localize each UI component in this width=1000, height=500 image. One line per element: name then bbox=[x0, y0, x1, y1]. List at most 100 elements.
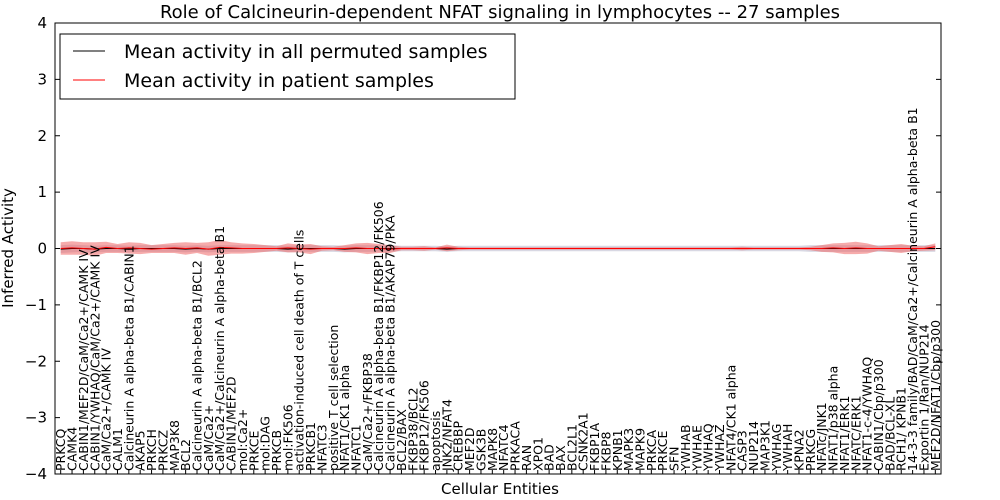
entity-label: NFAT1/p38 alpha bbox=[826, 366, 841, 471]
legend-box bbox=[59, 33, 516, 100]
y-tick-label: −4 bbox=[25, 465, 47, 483]
entity-label: PRKCH bbox=[144, 429, 159, 471]
entity-label: 14-3-3 family/BAD/CaM/Ca2+/Calcineurin A… bbox=[905, 107, 920, 471]
entity-label: activation-induced cell death of T cells bbox=[292, 230, 307, 471]
x-axis-label: Cellular Entities bbox=[441, 480, 559, 498]
entity-label: PRKCB1 bbox=[303, 422, 318, 471]
entity-label: BCL2/BAX bbox=[394, 409, 409, 471]
entity-label: PRKCA bbox=[644, 430, 659, 471]
entity-label: FKBP12/FK506 bbox=[417, 380, 432, 471]
entity-label: positive T cell selection bbox=[326, 325, 341, 471]
entity-label: BAD bbox=[542, 444, 557, 471]
entity-label: NFAT1-c-4/YWHAQ bbox=[860, 357, 875, 471]
line-layer bbox=[60, 246, 936, 250]
entity-label: NUP214 bbox=[746, 421, 761, 471]
legend-label-permuted: Mean activity in all permuted samples bbox=[124, 41, 487, 63]
entity-label: PRKCG bbox=[803, 429, 818, 471]
y-tick-label: −2 bbox=[25, 352, 47, 370]
entity-label: FKBP38/BCL2 bbox=[405, 387, 420, 471]
entity-label: YWHAZ bbox=[712, 424, 727, 472]
entity-label: PRKCZ bbox=[155, 430, 170, 471]
y-tick-label: 0 bbox=[37, 240, 47, 258]
entity-label: NFAT4/CK1 alpha bbox=[723, 365, 738, 471]
entity-label: NFATC4 bbox=[496, 424, 511, 471]
entity-label: NFATC3 bbox=[314, 424, 329, 471]
entity-label: CALM1 bbox=[110, 428, 125, 471]
entity-label: YWHAQ bbox=[701, 423, 716, 472]
entity-label: KPNA2 bbox=[792, 429, 807, 471]
entity-label: CASP3 bbox=[735, 430, 750, 471]
entity-label: FKBP1A bbox=[587, 423, 602, 471]
y-tick-label: 2 bbox=[37, 127, 47, 145]
entity-label: BCL2 bbox=[178, 439, 193, 471]
entity-label: PRKCQ bbox=[53, 429, 68, 471]
entity-label: CAMK4 bbox=[65, 427, 80, 471]
entity-label: NFAT1/ERK1 bbox=[837, 395, 852, 471]
entity-label: CaM/Ca2+/FKBP38 bbox=[360, 353, 375, 471]
y-axis-label: Inferred Activity bbox=[0, 188, 17, 308]
y-tick-label: 3 bbox=[37, 70, 47, 88]
entity-label: CaM/Ca2+ bbox=[201, 405, 216, 471]
entity-label: Calcineurin A alpha-beta B1/CABIN1 bbox=[121, 245, 136, 471]
entity-label: PRKCE bbox=[655, 431, 670, 471]
entity-label: CABIN1/MEF2D bbox=[224, 376, 239, 471]
entity-label: BAX bbox=[553, 445, 568, 471]
entity-label: Calcineurin A alpha-beta B1/AKAP79/PKA bbox=[383, 215, 398, 471]
entity-label: MEF2D/NFAT1/Cbp/p300 bbox=[928, 320, 943, 471]
entity-label: CREBBP bbox=[451, 421, 466, 471]
entity-label: CaM/Ca2+/CAMK IV bbox=[99, 348, 114, 471]
entity-label: mol:Ca2+ bbox=[235, 409, 250, 471]
entity-label: CABIN1/Cbp/p300 bbox=[871, 359, 886, 471]
y-tick-label: 1 bbox=[37, 183, 47, 201]
entity-label: apoptosis bbox=[428, 411, 443, 471]
entity-label: NFATC/ERK1 bbox=[848, 395, 863, 471]
entity-label: YWHAG bbox=[769, 424, 784, 472]
entity-label: BAD/BCL-XL bbox=[882, 397, 897, 471]
entity-label: MAPK9 bbox=[633, 428, 648, 471]
entity-label: Calcineurin A alpha-beta B1/BCL2 bbox=[190, 260, 205, 471]
entity-label: CSNK2A1 bbox=[576, 412, 591, 471]
entity-label: PRKCB bbox=[269, 430, 284, 471]
entity-label: CABIN1/MEF2D/CaM/Ca2+/CAMK IV bbox=[76, 249, 91, 471]
entity-label: CABIN1/YWHAQ/CaM/Ca2+/CAMK IV bbox=[87, 245, 102, 471]
entity-label: RCH1/ KPNB1 bbox=[894, 387, 909, 471]
entity-label: Exportin 1/Ran/NUP214 bbox=[917, 324, 932, 471]
entity-label: PRKCE bbox=[246, 431, 261, 471]
entity-label: AKAP5 bbox=[133, 430, 148, 471]
y-tick-label: 4 bbox=[37, 14, 47, 32]
entity-label: JNK2/NFAT4 bbox=[439, 399, 454, 472]
entity-label: FKBP8 bbox=[598, 431, 613, 471]
entity-label: BCL2L1 bbox=[564, 424, 579, 471]
entity-label: mol:FK506 bbox=[280, 404, 295, 471]
entity-label: MEF2D bbox=[462, 428, 477, 471]
entity-label: Calcineurin A alpha-beta B1/FKBP12/FK506 bbox=[371, 201, 386, 471]
y-tick-label: −1 bbox=[25, 296, 47, 314]
entity-label: mol:DAG bbox=[258, 416, 273, 471]
entity-label: MAP3K8 bbox=[167, 420, 182, 471]
y-tick-label: −3 bbox=[25, 409, 47, 427]
entity-label: MAPK8 bbox=[485, 428, 500, 471]
entity-label: NFAT1/CK1 alpha bbox=[337, 365, 352, 471]
entity-label: RAN bbox=[519, 445, 534, 471]
entity-label: MAP3K1 bbox=[757, 420, 772, 471]
legend: Mean activity in all permuted samples Me… bbox=[59, 33, 516, 100]
series-line-patient bbox=[60, 246, 936, 250]
entity-label: SFN bbox=[667, 447, 682, 471]
entity-label: NFATC1 bbox=[349, 424, 364, 471]
entity-label: YWHAB bbox=[678, 424, 693, 472]
tick-layer: −4 −3 −2 −1 0 1 2 3 4 bbox=[25, 14, 941, 483]
entity-label: CaM/Ca2+/Calcineurin A alpha-beta B1 bbox=[212, 226, 227, 471]
band-patient bbox=[60, 240, 936, 256]
entity-label: GSK3B bbox=[474, 429, 489, 471]
legend-label-patient: Mean activity in patient samples bbox=[124, 70, 434, 92]
chart-title: Role of Calcineurin-dependent NFAT signa… bbox=[160, 2, 840, 23]
entity-label: KPNB1 bbox=[610, 429, 625, 471]
entity-label: YWHAE bbox=[689, 425, 704, 472]
entity-label: PRKACA bbox=[508, 421, 523, 471]
entity-label: NFATc/JNK1 bbox=[814, 402, 829, 471]
entity-label: YWHAH bbox=[780, 424, 795, 472]
entity-label: MAPK3 bbox=[621, 428, 636, 471]
entity-label: XPO1 bbox=[530, 437, 545, 471]
